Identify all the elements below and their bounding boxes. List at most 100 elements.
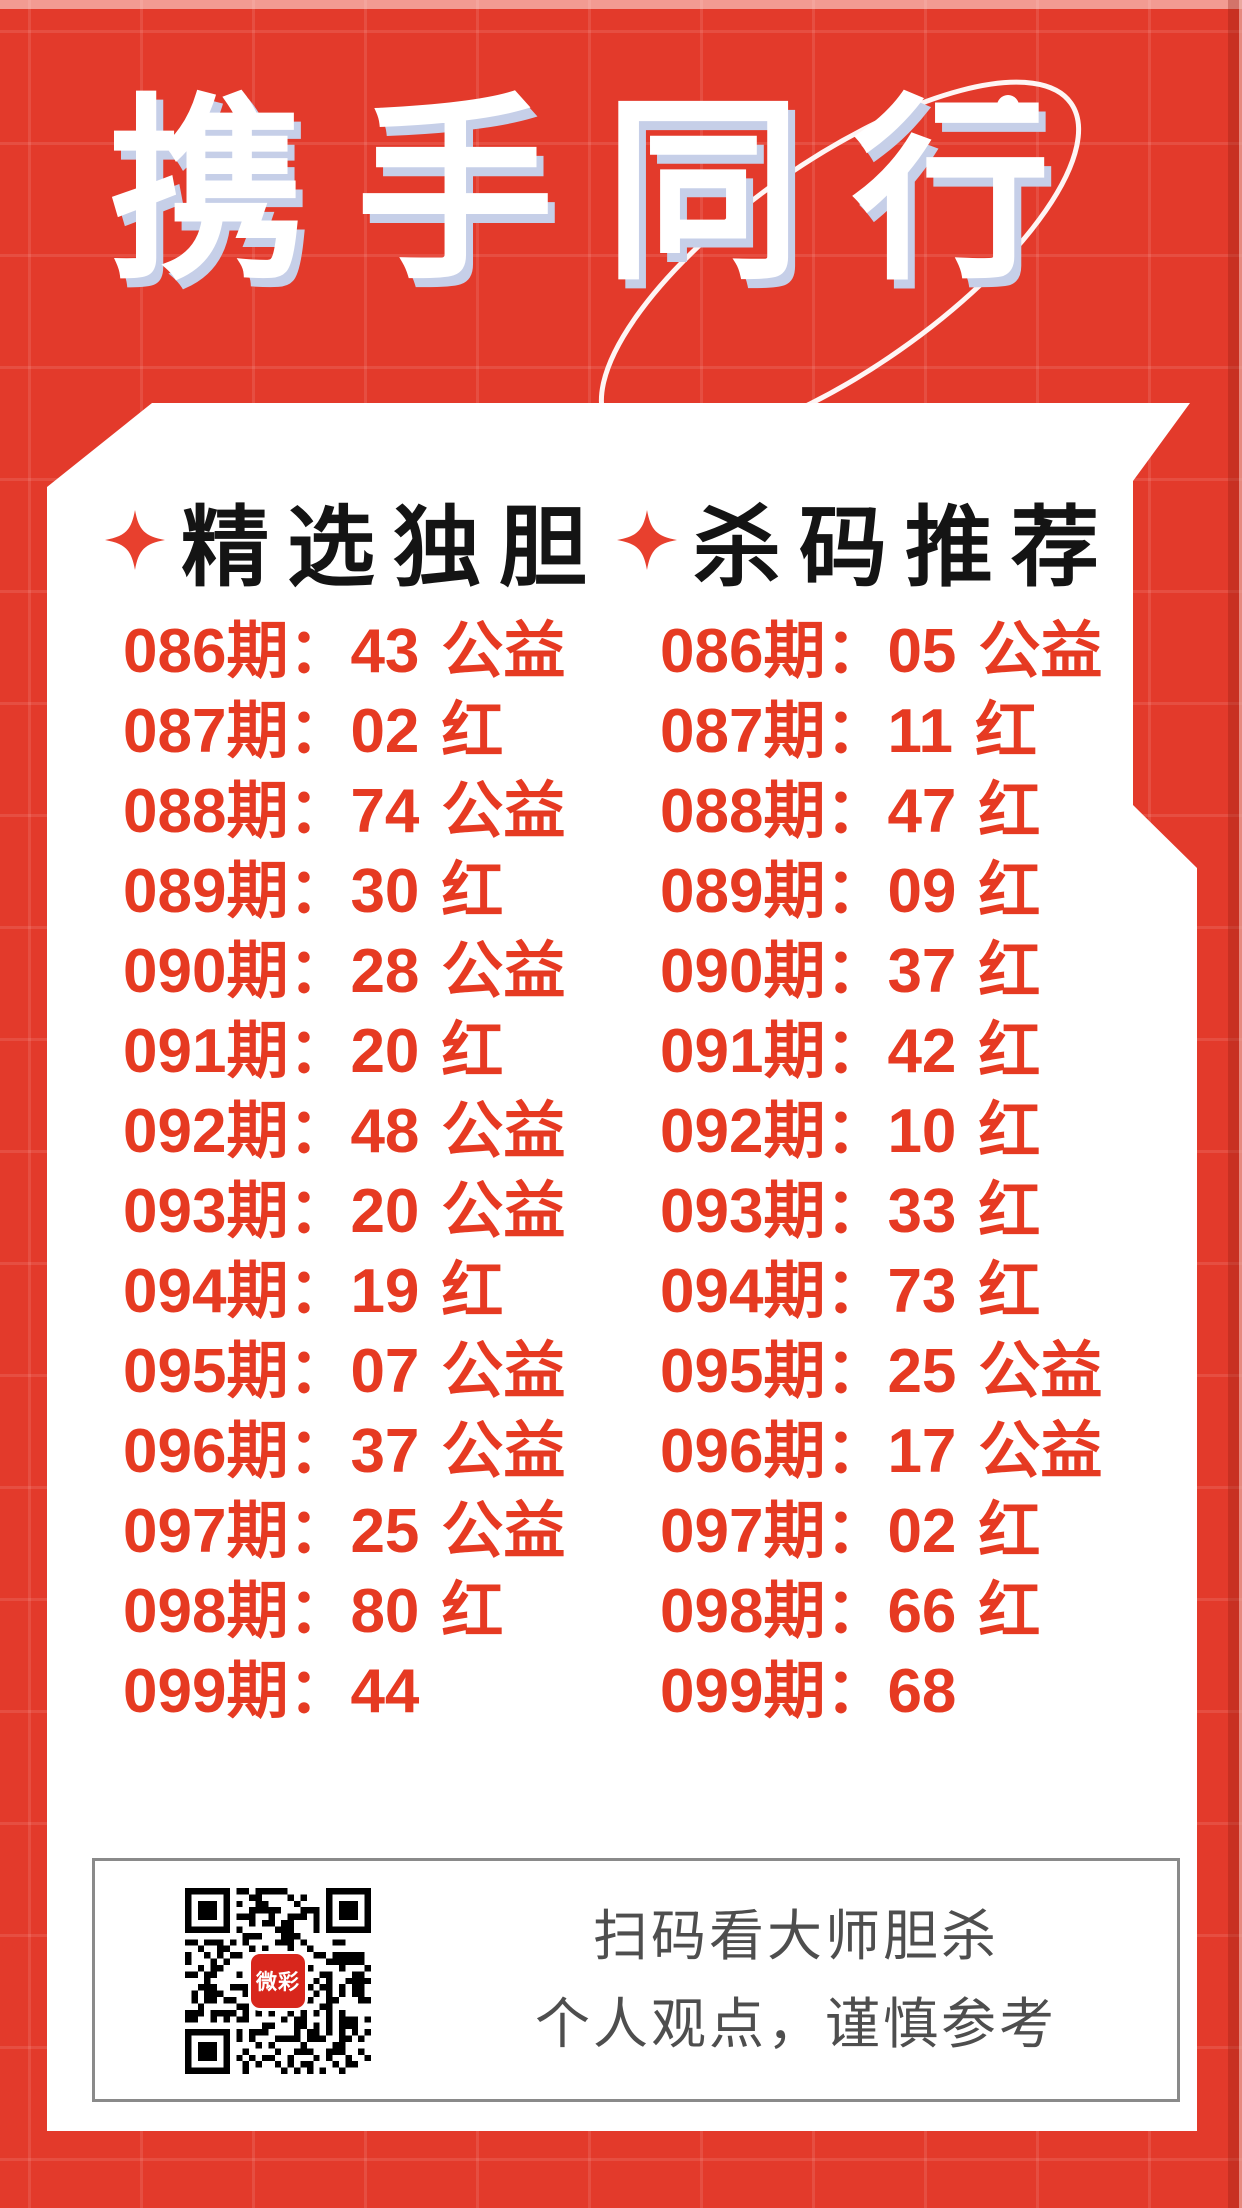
period-label: 097期： — [660, 1497, 888, 1566]
period-label: 090期： — [660, 937, 888, 1006]
section-title-left: 精选独胆 — [181, 497, 606, 597]
result-tag: 公益 — [441, 1097, 566, 1166]
number-value: 68 — [887, 1657, 957, 1726]
prediction-row: 094期：73 红 — [660, 1261, 1102, 1323]
top-highlight-band — [0, 0, 1242, 9]
number-value: 37 — [350, 1417, 420, 1486]
period-label: 095期： — [660, 1337, 888, 1406]
footer-line2: 个人观点，谨慎参考 — [534, 1993, 1057, 2055]
prediction-row: 093期：20 公益 — [123, 1181, 565, 1243]
prediction-row: 091期：42 红 — [660, 1021, 1102, 1083]
number-value: 07 — [350, 1337, 420, 1406]
result-tag: 红 — [978, 1177, 1041, 1246]
result-tag: 红 — [978, 1257, 1041, 1326]
sparkle-icon — [105, 510, 165, 570]
result-tag: 公益 — [978, 1417, 1103, 1486]
result-tag: 公益 — [978, 1337, 1103, 1406]
result-tag: 红 — [441, 1577, 504, 1646]
number-value: 10 — [887, 1097, 957, 1166]
period-label: 086期： — [123, 617, 351, 686]
right-shade-strip — [1228, 0, 1242, 2208]
period-label: 095期： — [123, 1337, 351, 1406]
period-label: 091期： — [123, 1017, 351, 1086]
prediction-row: 091期：20 红 — [123, 1021, 565, 1083]
prediction-row: 095期：07 公益 — [123, 1341, 565, 1403]
period-label: 093期： — [123, 1177, 351, 1246]
period-label: 094期： — [660, 1257, 888, 1326]
result-tag: 公益 — [441, 1497, 566, 1566]
prediction-row: 092期：48 公益 — [123, 1101, 565, 1163]
period-label: 087期： — [660, 697, 888, 766]
footer-line1: 扫码看大师胆杀 — [592, 1905, 999, 1967]
prediction-row: 099期：44 — [123, 1661, 565, 1723]
result-tag: 公益 — [978, 617, 1103, 686]
prediction-row: 099期：68 — [660, 1661, 1102, 1723]
number-value: 20 — [350, 1017, 420, 1086]
result-tag: 红 — [978, 857, 1041, 926]
prediction-row: 089期：09 红 — [660, 861, 1102, 923]
prediction-row: 098期：80 红 — [123, 1581, 565, 1643]
footer-box: 微彩 扫码看大师胆杀 个人观点，谨慎参考 — [92, 1858, 1180, 2102]
period-label: 086期： — [660, 617, 888, 686]
number-value: 48 — [350, 1097, 420, 1166]
result-tag: 红 — [978, 1577, 1041, 1646]
period-label: 090期： — [123, 937, 351, 1006]
number-value: 44 — [350, 1657, 420, 1726]
number-value: 73 — [887, 1257, 957, 1326]
number-value: 43 — [350, 617, 420, 686]
period-label: 096期： — [660, 1417, 888, 1486]
number-value: 28 — [350, 937, 420, 1006]
period-label: 098期： — [123, 1577, 351, 1646]
period-label: 099期： — [123, 1657, 351, 1726]
result-tag: 红 — [975, 697, 1038, 766]
prediction-row: 092期：10 红 — [660, 1101, 1102, 1163]
qr-code-image — [185, 1888, 371, 2074]
number-value: 30 — [350, 857, 420, 926]
result-tag: 红 — [978, 1497, 1041, 1566]
prediction-row: 096期：17 公益 — [660, 1421, 1102, 1483]
number-value: 09 — [887, 857, 957, 926]
prediction-row: 087期：02 红 — [123, 701, 565, 763]
result-tag: 红 — [441, 857, 504, 926]
number-value: 02 — [887, 1497, 957, 1566]
period-label: 088期： — [123, 777, 351, 846]
prediction-row: 090期：37 红 — [660, 941, 1102, 1003]
prediction-row: 086期：05 公益 — [660, 621, 1102, 683]
qr-code: 微彩 — [185, 1888, 371, 2074]
number-value: 47 — [887, 777, 957, 846]
period-label: 087期： — [123, 697, 351, 766]
result-tag: 红 — [441, 697, 504, 766]
qr-logo-badge: 微彩 — [248, 1951, 308, 2011]
prediction-row: 086期：43 公益 — [123, 621, 565, 683]
prediction-row: 097期：25 公益 — [123, 1501, 565, 1563]
number-value: 42 — [887, 1017, 957, 1086]
number-value: 25 — [887, 1337, 957, 1406]
right-edge-line — [1239, 0, 1242, 2208]
sparkle-icon — [617, 510, 677, 570]
number-value: 11 — [887, 697, 953, 766]
result-tag: 公益 — [441, 777, 566, 846]
prediction-row: 090期：28 公益 — [123, 941, 565, 1003]
number-value: 37 — [887, 937, 957, 1006]
number-value: 80 — [350, 1577, 420, 1646]
period-label: 093期： — [660, 1177, 888, 1246]
result-tag: 红 — [441, 1017, 504, 1086]
period-label: 092期： — [123, 1097, 351, 1166]
result-tag: 红 — [978, 1017, 1041, 1086]
footer-disclaimer: 扫码看大师胆杀 个人观点，谨慎参考 — [415, 1892, 1177, 2068]
result-tag: 红 — [978, 937, 1041, 1006]
period-label: 098期： — [660, 1577, 888, 1646]
period-label: 099期： — [660, 1657, 888, 1726]
result-tag: 公益 — [441, 1177, 566, 1246]
number-value: 25 — [350, 1497, 420, 1566]
prediction-row: 094期：19 红 — [123, 1261, 565, 1323]
number-value: 17 — [887, 1417, 957, 1486]
number-value: 74 — [350, 777, 420, 846]
result-tag: 公益 — [441, 617, 566, 686]
result-tag: 红 — [978, 777, 1041, 846]
period-label: 096期： — [123, 1417, 351, 1486]
number-value: 66 — [887, 1577, 957, 1646]
section-header-right: 杀码推荐 — [617, 497, 1117, 597]
period-label: 092期： — [660, 1097, 888, 1166]
result-tag: 红 — [978, 1097, 1041, 1166]
